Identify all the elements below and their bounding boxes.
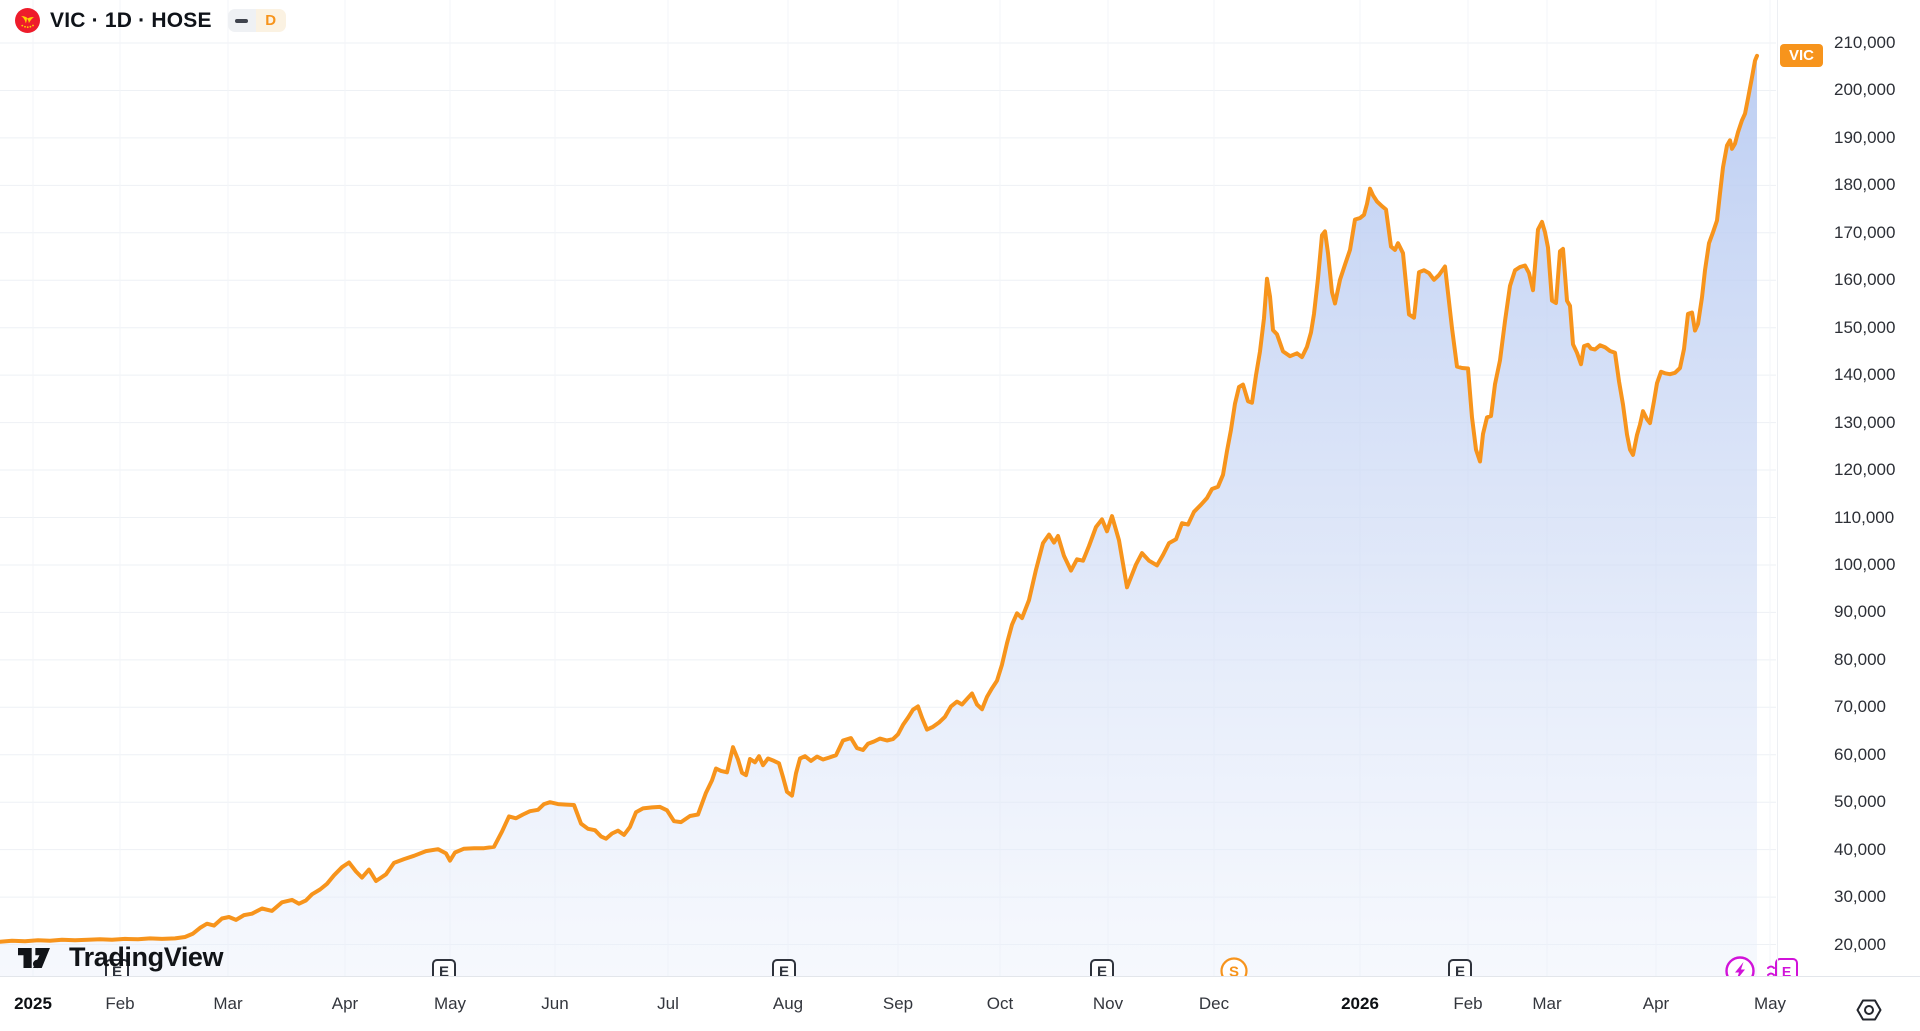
time-tick-month-label: Sep <box>882 994 914 1013</box>
vingroup-logo-icon <box>15 8 40 33</box>
price-tick-label: 110,000 <box>1834 507 1895 527</box>
time-axis[interactable]: 2025 Feb Mar Apr May Jun Jul Aug Sep Oct Nov Dec 202… <box>0 976 1920 1031</box>
tradingview-watermark[interactable]: TradingView <box>18 942 224 973</box>
time-tick-month-label: Nov <box>1092 994 1124 1013</box>
price-tick-label: 150,000 <box>1834 317 1896 337</box>
price-tick-label: 70,000 <box>1834 697 1886 717</box>
marker-letter: E <box>1097 964 1107 981</box>
marker-letter: E <box>439 964 449 981</box>
price-axis-separator <box>1777 0 1778 976</box>
last-price-flag: VIC <box>1780 44 1823 67</box>
price-tick-label: 140,000 <box>1834 365 1896 385</box>
time-tick-month-label: Oct <box>986 994 1014 1013</box>
price-tick-label: 100,000 <box>1834 554 1896 574</box>
interval-pill: D <box>227 9 286 32</box>
tradingview-logo-icon <box>18 947 50 968</box>
lightning-bolt <box>1735 962 1745 980</box>
time-tick-month-label: Dec <box>1198 994 1230 1013</box>
time-tick-month-label: Apr <box>331 994 359 1013</box>
price-line <box>0 53 1759 944</box>
price-tick-label: 20,000 <box>1834 934 1886 954</box>
price-tick-label: 40,000 <box>1834 839 1886 859</box>
price-tick-label: 30,000 <box>1834 887 1886 907</box>
time-tick-year-label: 2026 <box>1341 994 1379 1013</box>
time-tick-month-label: Aug <box>772 994 804 1013</box>
area-fill <box>0 55 1757 977</box>
price-tick-label: 60,000 <box>1834 744 1886 764</box>
collapse-button[interactable] <box>227 9 256 32</box>
marker-letter: S <box>1229 964 1239 981</box>
price-axis[interactable]: 210,000 200,000 190,000 180,000 170,000 160,0… <box>1778 0 1920 976</box>
time-tick-month-label: Jul <box>657 994 679 1013</box>
price-tick-label: 200,000 <box>1834 80 1896 100</box>
price-tick-label: 90,000 <box>1834 602 1886 622</box>
price-tick-label: 120,000 <box>1834 460 1896 480</box>
dash-icon <box>235 18 249 23</box>
time-tick-month-label: May <box>433 994 467 1013</box>
time-tick-month-label: Feb <box>1453 994 1483 1013</box>
marker-letter: E <box>779 964 789 981</box>
price-tick-label: 50,000 <box>1834 792 1886 812</box>
marker-letter: E <box>1455 964 1465 981</box>
time-tick-month-label: Apr <box>1642 994 1670 1013</box>
price-tick-label: 190,000 <box>1834 127 1896 147</box>
marker-letter: E <box>112 964 122 981</box>
symbol-header: VIC · 1D · HOSE D <box>14 7 286 34</box>
time-tick-year-label: 2025 <box>14 994 52 1013</box>
price-tick-label: 130,000 <box>1834 412 1896 432</box>
chart-settings-button[interactable] <box>1855 997 1883 1023</box>
symbol-title[interactable]: VIC · 1D · HOSE <box>50 8 212 32</box>
price-tick-label: 80,000 <box>1834 649 1886 669</box>
price-tick-label: 180,000 <box>1834 175 1896 195</box>
time-tick-month-label: Jun <box>541 994 569 1013</box>
hexagon-icon <box>1856 999 1882 1021</box>
approx-waves <box>1767 965 1775 976</box>
interval-button[interactable]: D <box>255 9 286 32</box>
price-tick-label: 210,000 <box>1834 33 1896 52</box>
price-tick-label: 160,000 <box>1834 270 1896 290</box>
time-tick-month-label: Mar <box>1532 994 1562 1013</box>
marker-letter: E <box>1782 964 1791 980</box>
time-tick-month-label: May <box>1753 994 1787 1013</box>
tradingview-brand-text: TradingView <box>69 942 224 972</box>
time-tick-month-label: Feb <box>105 994 135 1013</box>
price-tick-label: 170,000 <box>1834 222 1896 242</box>
time-tick-month-label: Mar <box>213 994 243 1013</box>
